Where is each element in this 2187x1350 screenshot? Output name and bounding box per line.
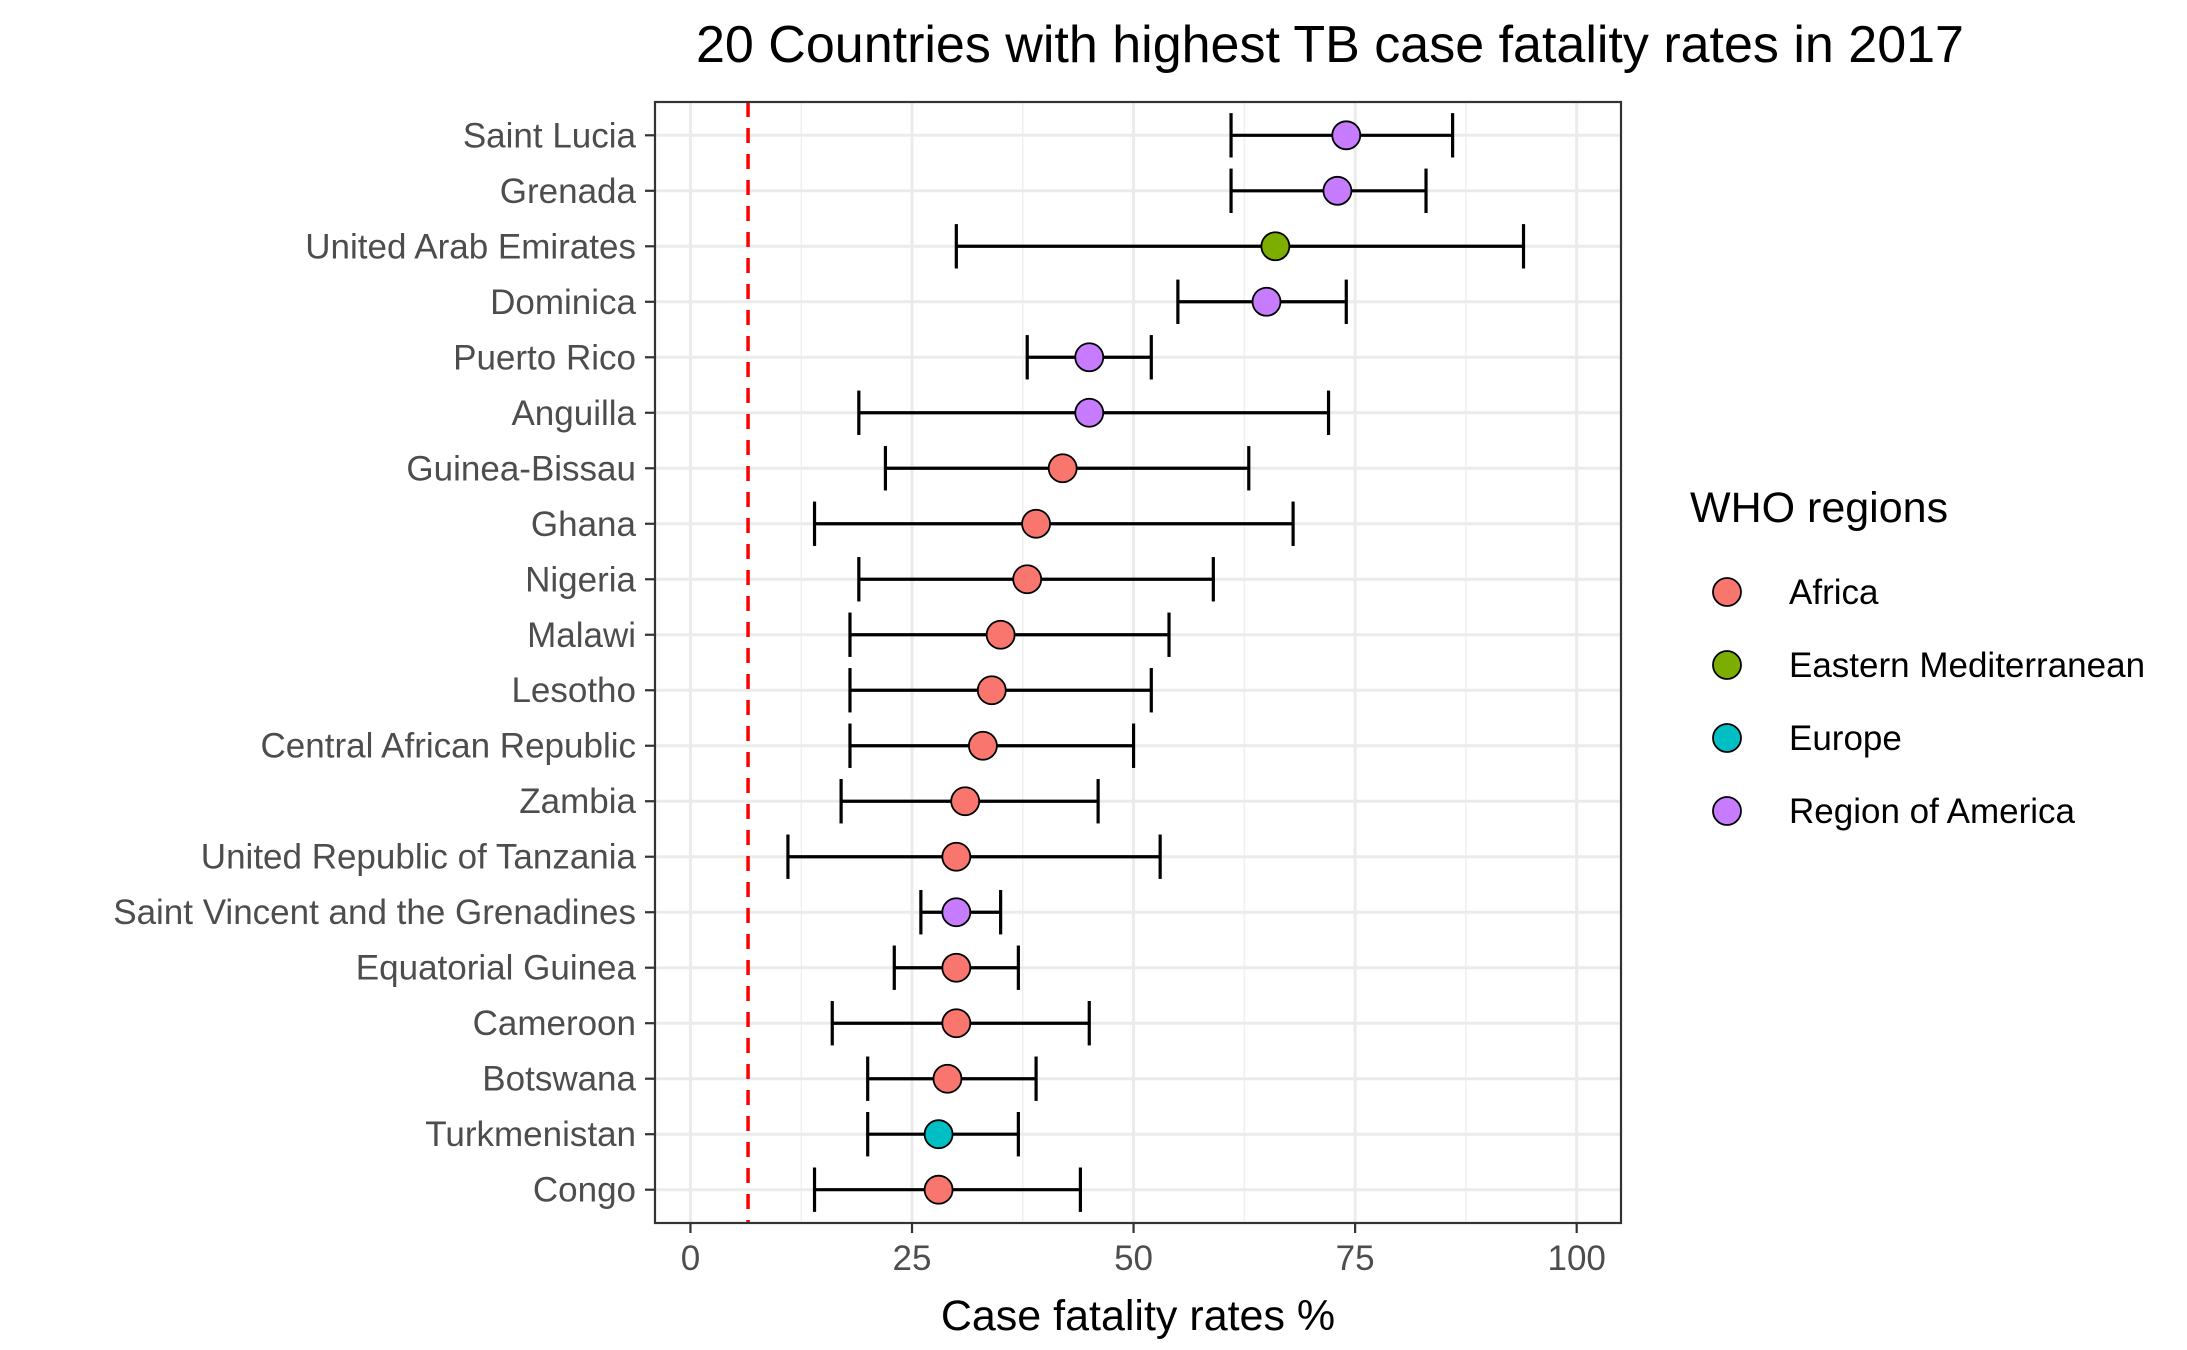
data-point: [1012, 564, 1043, 595]
data-point: [941, 952, 972, 983]
data-point: [932, 1063, 963, 1094]
error-bar: [812, 501, 1295, 546]
chart-title: 20 Countries with highest TB case fatali…: [696, 16, 1964, 74]
x-tick-label: 25: [893, 1239, 932, 1278]
y-tick-label: Equatorial Guinea: [356, 949, 637, 988]
y-tick-label: Lesotho: [511, 671, 636, 710]
data-point: [1260, 231, 1291, 262]
data-points: [923, 120, 1362, 1205]
y-tick-label: Grenada: [500, 172, 637, 211]
data-point: [941, 1008, 972, 1039]
y-tick-label: Nigeria: [525, 560, 636, 599]
legend-label: Africa: [1789, 573, 1879, 612]
y-axis: Saint Lucia Grenada United Arab Emirates Do…: [113, 116, 655, 1210]
y-tick-label: Guinea-Bissau: [406, 449, 636, 488]
data-point: [1021, 508, 1051, 539]
legend-key: [1712, 577, 1742, 607]
error-bar: [786, 834, 1162, 879]
grid-minor-lines: [800, 102, 1467, 1223]
x-tick-label: 75: [1336, 1239, 1375, 1278]
y-tick-label: Central African Republic: [261, 727, 636, 766]
data-point: [950, 786, 981, 817]
y-tick-label: Saint Vincent and the Grenadines: [113, 893, 636, 932]
data-point: [923, 1174, 954, 1205]
data-point: [968, 730, 998, 761]
data-point: [1047, 453, 1078, 484]
legend-items: Africa Eastern Mediterranean Europe Region …: [1712, 573, 2145, 831]
data-point: [1074, 397, 1105, 428]
x-axis-title: Case fatality rates %: [941, 1292, 1335, 1340]
y-tick-label: Malawi: [527, 616, 636, 655]
data-point: [1331, 120, 1362, 151]
legend-key: [1712, 650, 1742, 680]
data-point: [941, 897, 972, 928]
x-tick-label: 0: [681, 1239, 700, 1278]
y-tick-label: Puerto Rico: [453, 338, 636, 377]
data-point: [1322, 175, 1353, 206]
legend-label: Region of America: [1789, 792, 2076, 831]
y-tick-label: Botswana: [482, 1060, 636, 1099]
x-tick-label: 50: [1114, 1239, 1153, 1278]
y-tick-label: Dominica: [490, 283, 636, 322]
data-point: [1251, 286, 1282, 317]
data-point: [985, 619, 1016, 650]
legend: WHO regions Africa Eastern Mediterranean E…: [1690, 484, 2145, 831]
y-tick-label: United Arab Emirates: [305, 227, 636, 266]
legend-item: Region of America: [1712, 792, 2076, 831]
x-axis: 0 25 50 75 100: [681, 1223, 1606, 1278]
data-point: [923, 1119, 954, 1150]
legend-item: Eastern Mediterranean: [1712, 646, 2145, 685]
y-tick-label: Zambia: [519, 782, 636, 821]
data-point: [941, 841, 972, 872]
legend-label: Eastern Mediterranean: [1789, 646, 2145, 685]
legend-item: Africa: [1712, 573, 1879, 612]
legend-item: Europe: [1712, 719, 1902, 758]
legend-label: Europe: [1789, 719, 1902, 758]
plot-panel: [653, 100, 1623, 1225]
legend-key: [1712, 796, 1742, 826]
y-tick-label: Turkmenistan: [425, 1115, 636, 1154]
data-point: [976, 675, 1007, 706]
legend-key: [1712, 723, 1742, 753]
legend-title: WHO regions: [1690, 484, 1948, 532]
data-point: [1074, 342, 1105, 373]
x-tick-label: 100: [1547, 1239, 1605, 1278]
y-tick-label: United Republic of Tanzania: [201, 838, 637, 877]
y-tick-label: Congo: [533, 1171, 636, 1210]
y-tick-label: Ghana: [531, 505, 637, 544]
y-tick-label: Cameroon: [473, 1004, 636, 1043]
y-tick-label: Anguilla: [511, 394, 636, 433]
error-bar: [954, 224, 1526, 269]
y-tick-label: Saint Lucia: [463, 116, 637, 155]
